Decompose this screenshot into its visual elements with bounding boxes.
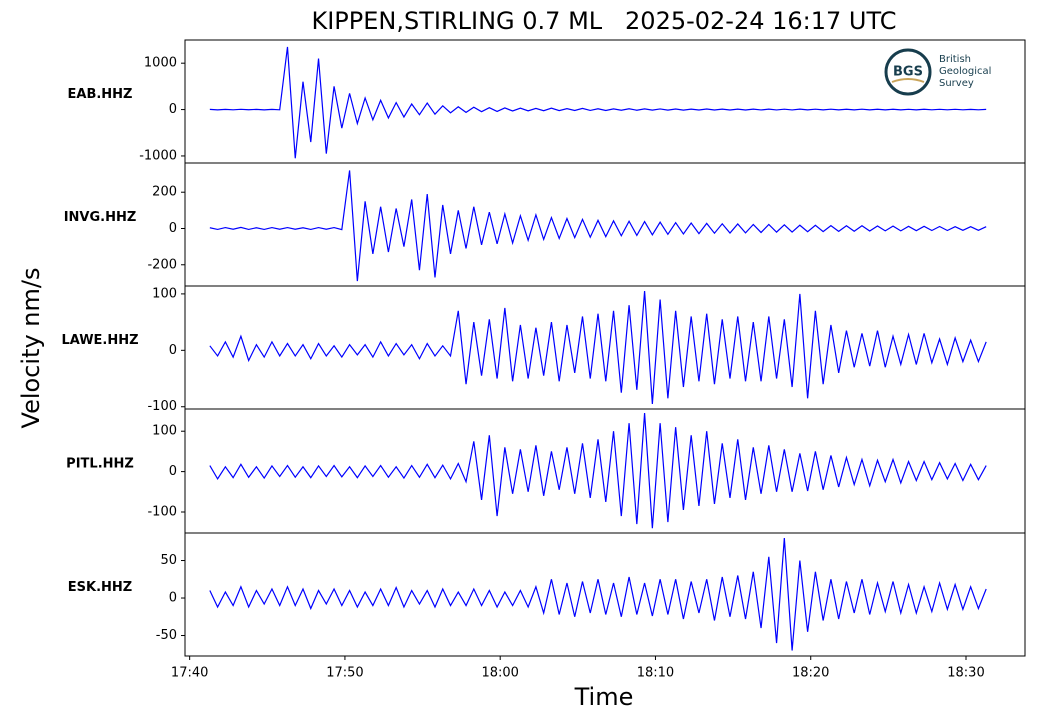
x-tick-label: 18:20 [792, 666, 829, 681]
panel-frame [184, 532, 1026, 657]
y-tick-label: 0 [169, 221, 177, 236]
y-tick-label: -1000 [139, 148, 177, 163]
waveform [209, 291, 987, 404]
panel-frame [184, 285, 1026, 410]
y-axis-label: Velocity nm/s [17, 268, 45, 429]
y-tick-label: 0 [169, 343, 177, 358]
x-tick-label: 18:10 [637, 666, 674, 681]
y-tick-label: -100 [147, 399, 177, 414]
waveform [209, 170, 987, 282]
station-label: PITL.HHZ [66, 457, 134, 472]
logo-ring [884, 48, 932, 96]
y-tick-label: 0 [169, 464, 177, 479]
station-label: ESK.HHZ [68, 580, 132, 595]
logo-stripe [891, 78, 925, 83]
logo: BGS British Geological Survey [884, 48, 991, 96]
logo-text: Geological [939, 66, 991, 77]
logo-abbr: BGS [893, 65, 923, 80]
y-tick-label: 100 [152, 286, 177, 301]
y-tick-label: -200 [147, 257, 177, 272]
x-axis-label: Time [574, 683, 634, 711]
x-tick-label: 17:50 [326, 666, 363, 681]
station-label: EAB.HHZ [68, 87, 133, 102]
x-tick-label: 18:30 [947, 666, 984, 681]
logo-text: Survey [939, 78, 974, 89]
y-tick-label: 200 [152, 185, 177, 200]
waveform [209, 537, 987, 651]
panel-frame [184, 162, 1026, 287]
y-tick-label: 0 [169, 102, 177, 117]
y-tick-label: -50 [156, 628, 177, 643]
y-tick-label: 1000 [144, 56, 177, 71]
waveform [209, 412, 987, 529]
y-tick-label: 100 [152, 424, 177, 439]
chart-title: KIPPEN,STIRLING 0.7 ML 2025-02-24 16:17 … [311, 7, 896, 35]
station-label: INVG.HHZ [64, 210, 137, 225]
x-tick-label: 18:00 [481, 666, 518, 681]
y-tick-label: -100 [147, 504, 177, 519]
y-tick-label: 0 [169, 591, 177, 606]
logo-text: British [939, 54, 971, 65]
y-tick-label: 50 [160, 553, 177, 568]
waveform [209, 46, 987, 159]
x-tick-label: 17:40 [171, 666, 208, 681]
panel-frame [184, 408, 1026, 534]
station-label: LAWE.HHZ [61, 333, 138, 348]
